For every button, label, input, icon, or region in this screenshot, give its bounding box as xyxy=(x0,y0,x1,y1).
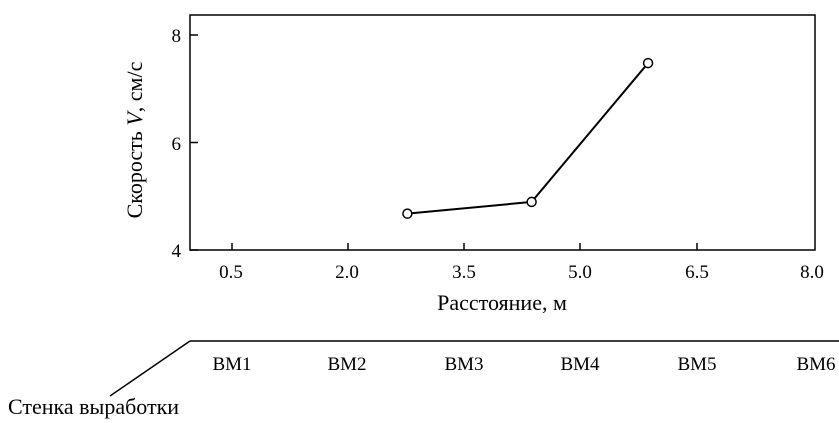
y-axis-title-prefix: Скорость xyxy=(122,126,147,219)
series xyxy=(402,57,654,219)
wall-leader-line xyxy=(109,340,191,397)
x-tick-label: 8.0 xyxy=(800,262,824,283)
x-tick-label: 3.5 xyxy=(452,262,476,283)
station-label: BM4 xyxy=(560,354,600,375)
wall-label: Стенка выработки xyxy=(8,394,179,419)
plot-frame xyxy=(189,14,816,251)
data-point xyxy=(526,196,537,208)
station-axis: BM1 BM2 BM3 BM4 BM5 BM6 Стенка выработки xyxy=(8,340,839,419)
y-axis: 8 6 4 xyxy=(172,26,198,262)
x-tick-label: 2.0 xyxy=(335,262,359,283)
data-point xyxy=(402,208,413,219)
x-tick-label: 5.0 xyxy=(568,262,592,283)
x-axis-title: Расстояние, м xyxy=(437,290,567,315)
y-tick-label: 4 xyxy=(172,241,182,262)
station-label: BM1 xyxy=(212,354,251,375)
y-axis-title-variable: V xyxy=(122,110,147,126)
station-label: BM3 xyxy=(444,354,483,375)
series-line xyxy=(407,62,649,215)
data-point xyxy=(642,57,654,69)
station-label: BM2 xyxy=(327,354,366,375)
x-axis: 0.5 2.0 3.5 5.0 6.5 8.0 xyxy=(219,243,824,283)
station-label: BM5 xyxy=(677,354,716,375)
y-tick-label: 6 xyxy=(172,134,182,155)
x-tick-label: 0.5 xyxy=(219,262,243,283)
x-tick-label: 6.5 xyxy=(685,262,709,283)
y-tick-label: 8 xyxy=(172,26,182,47)
y-axis-title: Скорость V, см/с xyxy=(122,61,147,218)
y-axis-title-suffix: , см/с xyxy=(122,61,147,112)
station-label: BM6 xyxy=(796,354,835,375)
